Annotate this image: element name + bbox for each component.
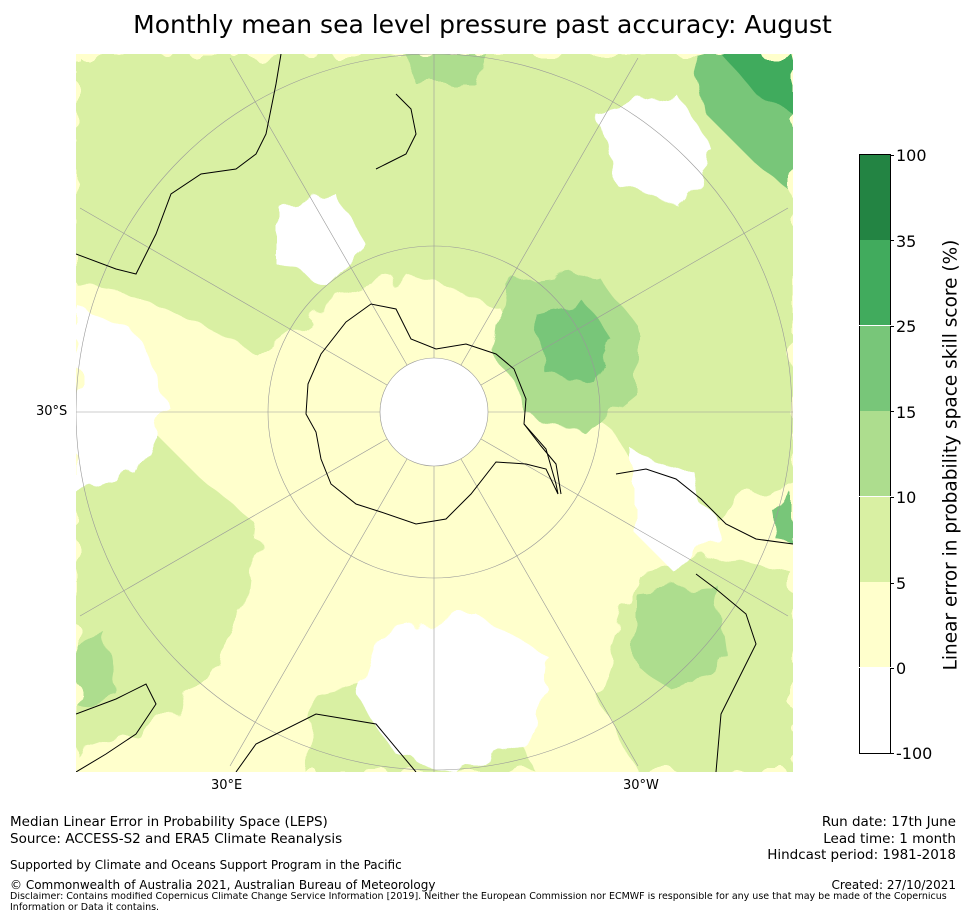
- footer-disclaimer: Information or Data it contains.: [10, 902, 160, 913]
- meridian: [79, 438, 388, 617]
- colorbar-bin: [859, 668, 891, 754]
- map-plot: [76, 54, 793, 772]
- colorbar-tick-label: 0: [896, 659, 907, 678]
- coastlines: [76, 54, 793, 772]
- colorbar-tickmark: [890, 155, 894, 156]
- colorbar-tickmark: [890, 753, 894, 754]
- colorbar-bin: [859, 582, 891, 667]
- meridian: [460, 57, 639, 366]
- colorbar-tick-label: 15: [896, 403, 917, 422]
- meridian: [460, 458, 639, 767]
- colorbar-bin: [859, 240, 891, 325]
- field-below-0: [276, 194, 366, 284]
- field-below-0: [356, 614, 546, 772]
- footer-method: Median Linear Error in Probability Space…: [10, 814, 328, 830]
- meridian: [229, 57, 408, 366]
- field-below-0: [636, 454, 716, 574]
- footer-run-date: Run date: 17th June: [821, 814, 956, 830]
- colorbar-label: Linear error in probability space skill …: [940, 239, 962, 671]
- graticule: [76, 54, 793, 772]
- colorbar-bin: [859, 326, 891, 411]
- antarctica-coast: [305, 303, 559, 525]
- chart-title: Monthly mean sea level pressure past acc…: [133, 10, 832, 39]
- australia-coast: [76, 54, 282, 275]
- field-15-25: [766, 494, 793, 544]
- lat-label: 30°S: [36, 404, 68, 419]
- colorbar-bin: [859, 411, 891, 496]
- field-10-15: [406, 54, 486, 84]
- field-10-15: [636, 584, 726, 694]
- field-25-35: [721, 54, 793, 114]
- meridian: [480, 207, 789, 386]
- colorbar-tick-label: 10: [896, 488, 917, 507]
- colorbar-tick-label: 100: [896, 146, 927, 165]
- colorbar: [859, 154, 891, 754]
- field-below-0: [596, 94, 716, 204]
- colorbar-bin: [859, 154, 891, 240]
- antarctic-peninsula-coast: [523, 423, 562, 495]
- africa-coast: [76, 683, 417, 772]
- meridian: [229, 458, 408, 767]
- meridian: [79, 207, 388, 386]
- polar-hole: [379, 357, 489, 467]
- footer-copyright: © Commonwealth of Australia 2021, Austra…: [10, 878, 436, 892]
- south-america-coast: [615, 468, 793, 772]
- colorbar-tickmark: [890, 497, 894, 498]
- field-10-15: [76, 634, 116, 704]
- colorbar-tick-label: 5: [896, 574, 907, 593]
- colorbar-tick-label: -100: [896, 744, 933, 763]
- colorbar-tick-label: 25: [896, 317, 917, 336]
- colorbar-tickmark: [890, 583, 894, 584]
- footer-hindcast: Hindcast period: 1981-2018: [767, 847, 956, 863]
- footer-support: Supported by Climate and Oceans Support …: [10, 858, 402, 872]
- colorbar-tickmark: [890, 668, 894, 669]
- colorbar-tickmark: [890, 240, 894, 241]
- colorbar-tick-label: 35: [896, 232, 917, 251]
- colorbar-tickmark: [890, 326, 894, 327]
- field-15-25: [536, 304, 616, 384]
- colorbar-tickmark: [890, 411, 894, 412]
- footer-disclaimer: Disclaimer: Contains modified Copernicus…: [10, 892, 947, 902]
- colorbar-bin: [859, 497, 891, 582]
- lon-label: 30°W: [623, 778, 659, 793]
- footer-lead-time: Lead time: 1 month: [823, 831, 956, 847]
- field-below-0: [76, 304, 166, 494]
- lon-label: 30°E: [211, 778, 243, 793]
- nz-coast: [375, 93, 417, 170]
- footer-source: Source: ACCESS-S2 and ERA5 Climate Reana…: [10, 831, 343, 847]
- footer-created: Created: 27/10/2021: [831, 878, 956, 892]
- meridian: [480, 438, 789, 617]
